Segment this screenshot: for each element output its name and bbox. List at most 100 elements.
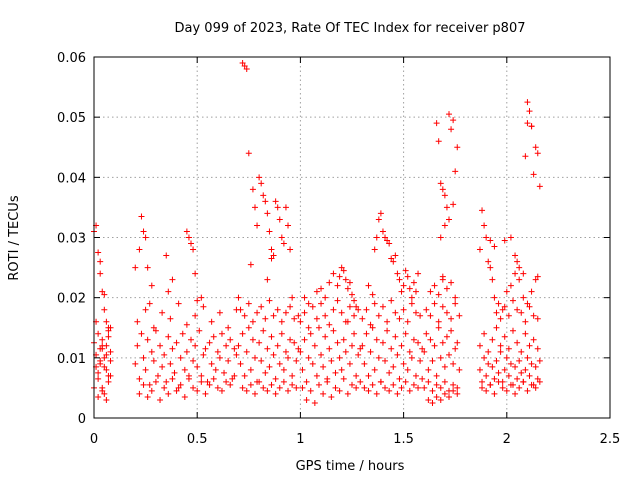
y-tick-label: 0 <box>78 412 86 427</box>
data-point <box>505 372 512 379</box>
data-point <box>425 396 432 403</box>
data-point <box>169 375 176 382</box>
data-point <box>330 270 337 277</box>
data-point <box>144 393 151 400</box>
data-point <box>280 366 287 373</box>
data-point <box>489 363 496 370</box>
data-point <box>369 381 376 388</box>
data-point <box>245 324 252 331</box>
data-point <box>441 363 448 370</box>
data-point <box>351 312 358 319</box>
data-point <box>437 354 444 361</box>
data-point <box>456 312 463 319</box>
y-tick-label: 0.03 <box>57 232 86 247</box>
data-point <box>404 318 411 325</box>
data-point <box>299 366 306 373</box>
data-point <box>491 390 498 397</box>
data-point <box>400 306 407 313</box>
data-point <box>530 336 537 343</box>
data-point <box>435 318 442 325</box>
data-point <box>256 174 263 181</box>
data-point <box>157 342 164 349</box>
data-point <box>245 300 252 307</box>
y-tick-label: 0.06 <box>57 51 86 66</box>
data-point <box>367 321 374 328</box>
data-point <box>254 222 261 229</box>
data-point <box>406 348 413 355</box>
data-point <box>165 390 172 397</box>
data-point <box>287 246 294 253</box>
data-point <box>365 372 372 379</box>
data-point <box>95 375 102 382</box>
data-point <box>241 372 248 379</box>
data-point <box>355 351 362 358</box>
data-point <box>303 378 310 385</box>
grid-lines <box>94 57 610 418</box>
data-point <box>528 360 535 367</box>
data-point <box>450 360 457 367</box>
data-point <box>338 309 345 316</box>
data-point <box>336 273 343 280</box>
data-point <box>148 282 155 289</box>
data-point <box>396 276 403 283</box>
data-point <box>258 357 265 364</box>
data-point <box>427 336 434 343</box>
data-point <box>163 378 170 385</box>
data-point <box>437 234 444 241</box>
data-point <box>262 369 269 376</box>
data-point <box>487 237 494 244</box>
data-point <box>200 303 207 310</box>
data-point <box>503 288 510 295</box>
data-point <box>132 360 139 367</box>
data-point <box>423 330 430 337</box>
data-point <box>429 387 436 394</box>
data-point <box>167 360 174 367</box>
data-point <box>233 351 240 358</box>
data-point <box>285 222 292 229</box>
data-point <box>303 396 310 403</box>
data-point <box>437 396 444 403</box>
data-point <box>287 336 294 343</box>
data-point <box>408 294 415 301</box>
data-point <box>196 327 203 334</box>
data-point <box>516 276 523 283</box>
x-tick-label: 2.5 <box>600 432 621 447</box>
data-point <box>208 318 215 325</box>
data-point <box>454 384 461 391</box>
data-point <box>371 366 378 373</box>
data-point <box>340 267 347 274</box>
data-point <box>301 336 308 343</box>
data-point <box>479 384 486 391</box>
data-point <box>144 336 151 343</box>
data-point <box>526 342 533 349</box>
data-point <box>483 234 490 241</box>
data-point <box>429 399 436 406</box>
data-point <box>386 369 393 376</box>
data-point <box>340 336 347 343</box>
data-point <box>454 144 461 151</box>
data-point <box>344 285 351 292</box>
data-point <box>264 210 271 217</box>
data-point <box>450 387 457 394</box>
data-point <box>443 204 450 211</box>
data-point <box>204 378 211 385</box>
data-point <box>231 372 238 379</box>
data-point <box>278 318 285 325</box>
data-point <box>402 378 409 385</box>
data-point <box>318 300 325 307</box>
data-point <box>441 390 448 397</box>
data-point <box>497 315 504 322</box>
data-point <box>384 237 391 244</box>
data-point <box>514 306 521 313</box>
data-point <box>507 234 514 241</box>
data-point <box>421 348 428 355</box>
data-point <box>390 258 397 265</box>
data-point <box>227 381 234 388</box>
data-point <box>497 342 504 349</box>
data-point <box>518 369 525 376</box>
data-point <box>256 339 263 346</box>
data-point <box>491 375 498 382</box>
data-point <box>103 318 110 325</box>
data-point <box>146 300 153 307</box>
data-point <box>266 297 273 304</box>
